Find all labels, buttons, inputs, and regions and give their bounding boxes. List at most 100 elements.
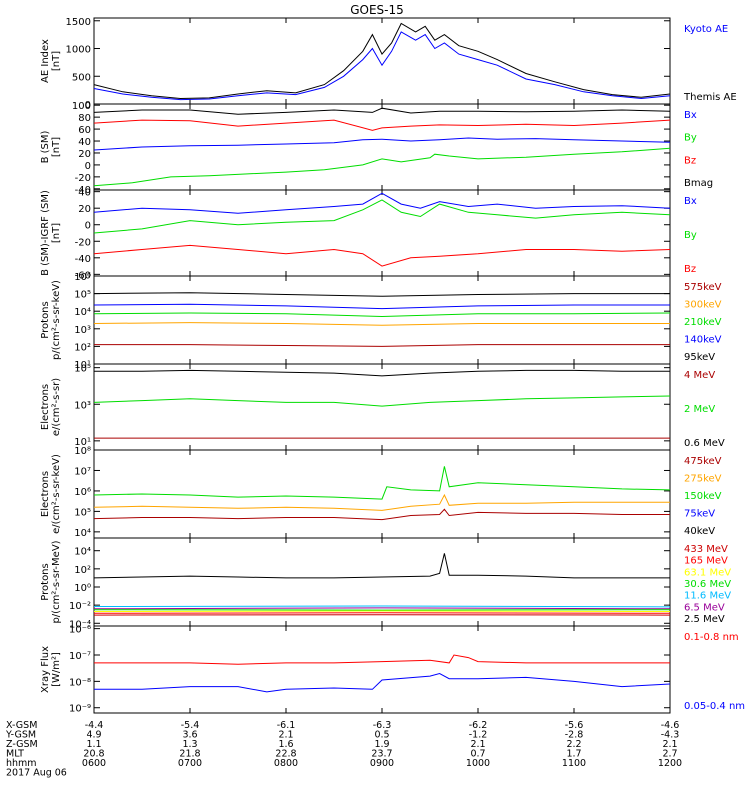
series-line	[93, 612, 671, 614]
y-tick-label: 0	[85, 100, 91, 111]
y-tick-label: 10⁻⁸	[69, 677, 91, 688]
footer-row-label: Y-GSM	[5, 730, 36, 741]
y-tick-label: 10⁴	[74, 547, 91, 558]
footer-value: 2.2	[566, 739, 581, 750]
y-tick-label: 10⁷	[74, 466, 91, 477]
y-tick-label: 500	[72, 72, 91, 83]
footer-value: 1.6	[278, 739, 293, 750]
y-tick-label: 10⁻⁶	[69, 625, 91, 636]
footer-value: 0700	[178, 758, 202, 769]
series-line	[93, 508, 670, 521]
y-tick-label: 10⁶	[74, 487, 91, 498]
series-line	[93, 119, 671, 131]
series-line	[94, 654, 670, 665]
series-line	[93, 107, 671, 115]
footer-value: -5.4	[181, 720, 200, 731]
series-label: 95keV	[684, 352, 715, 363]
footer-value: 1.9	[374, 739, 389, 750]
series-line	[93, 395, 671, 407]
panel-frame	[93, 189, 671, 277]
footer-value: 1.1	[86, 739, 101, 750]
series-line	[93, 137, 671, 151]
series-line	[93, 553, 670, 579]
series-line	[93, 312, 671, 318]
footer-value: -2.8	[565, 730, 584, 741]
footer-value: -4.3	[661, 730, 680, 741]
footer-value: 1.7	[566, 749, 581, 760]
footer-value: 20.8	[83, 749, 104, 760]
footer-row-label: X-GSM	[6, 720, 37, 731]
y-axis-label: B (SM)-IGRF (SM)	[40, 190, 51, 276]
footer-value: -4.4	[85, 720, 104, 731]
series-label: 11.6 MeV	[684, 591, 731, 602]
y-axis-label: Protons	[40, 563, 51, 600]
series-line	[93, 244, 671, 267]
y-tick-label: -20	[75, 173, 91, 184]
footer-value: -6.2	[469, 720, 488, 731]
y-tick-label: -60	[75, 270, 91, 281]
y-tick-label: -40	[75, 254, 91, 265]
series-line	[93, 199, 671, 234]
footer-value: -1.2	[469, 730, 488, 741]
y-tick-label: 10²	[74, 565, 91, 576]
series-label: 0.6 MeV	[684, 438, 725, 449]
panel-frame	[93, 449, 671, 539]
footer-value: 2.1	[278, 730, 293, 741]
footer-value: 0600	[82, 758, 106, 769]
panel-frame	[93, 17, 671, 105]
series-label: By	[684, 133, 697, 144]
series-label: Bz	[684, 155, 696, 166]
series-line	[93, 22, 671, 100]
y-tick-label: 10¹	[74, 360, 91, 371]
series-label: Bx	[684, 196, 697, 207]
y-tick-label: 10⁶	[74, 272, 91, 283]
y-tick-label: 1000	[66, 45, 91, 56]
series-line	[93, 147, 671, 187]
y-tick-label: 40	[78, 137, 91, 148]
y-tick-label: 80	[78, 113, 91, 124]
panel-frame	[93, 625, 671, 714]
footer-value: 21.8	[179, 749, 200, 760]
y-tick-label: 10⁴	[74, 528, 91, 539]
series-label: 433 MeV	[684, 544, 728, 555]
footer-value: 1100	[562, 758, 586, 769]
series-label: 75keV	[684, 509, 715, 520]
y-tick-label: 10⁻⁷	[69, 651, 91, 662]
panel-protons2: 10⁻⁴ 10⁻² 10⁰ 10² 10⁴ Protons p/(cm²-s-sr-MeV)…	[40, 537, 731, 630]
y-axis-label: Xray Flux	[40, 646, 51, 693]
series-line	[93, 607, 671, 610]
y-tick-label: 10³	[74, 400, 91, 411]
y-axis-label: e/(cm²-s-sr-keV)	[51, 454, 62, 534]
y-tick-label: 10⁻⁴	[69, 619, 91, 630]
y-tick-label: 20	[78, 204, 91, 215]
panel-electrons1: 10¹ 10³ 10⁵ Electrons e/(cm²-s-sr) 4 MeV 2 MeV…	[40, 363, 725, 451]
y-tick-label: 60	[78, 125, 91, 136]
footer-date: 2017 Aug 06	[6, 768, 67, 779]
series-label: 2.5 MeV	[684, 614, 725, 625]
series-label: 150keV	[684, 491, 722, 502]
series-label: 0.05-0.4 nm	[684, 701, 745, 712]
y-tick-label: 10⁻²	[69, 601, 91, 612]
series-label: 40keV	[684, 526, 715, 537]
y-axis-label: p/(cm²-s-sr-MeV)	[51, 540, 62, 623]
y-axis-label: AE Index	[40, 39, 51, 83]
series-line	[93, 31, 671, 101]
footer-value: 2.1	[470, 739, 485, 750]
y-axis-label: Electrons	[40, 471, 51, 517]
series-label: 575keV	[684, 282, 722, 293]
series-label: 210keV	[684, 317, 722, 328]
y-axis-label: [nT]	[51, 137, 62, 157]
footer-value: 3.6	[182, 730, 197, 741]
y-axis-label: Electrons	[40, 384, 51, 430]
y-axis-label: [nT]	[51, 51, 62, 71]
footer-row-label: Z-GSM	[6, 739, 38, 750]
series-line	[93, 322, 670, 326]
series-label: 0.1-0.8 nm	[684, 632, 739, 643]
footer-row-label: MLT	[6, 749, 24, 760]
series-label: 4 MeV	[684, 370, 715, 381]
y-axis-label: e/(cm²-s-sr)	[51, 378, 62, 436]
series-label: Bmag	[684, 178, 713, 189]
series-label: Themis AE	[683, 92, 737, 103]
y-axis-label: p/(cm²-s-sr-keV)	[51, 280, 62, 360]
y-tick-label: 10⁻⁹	[69, 704, 91, 715]
